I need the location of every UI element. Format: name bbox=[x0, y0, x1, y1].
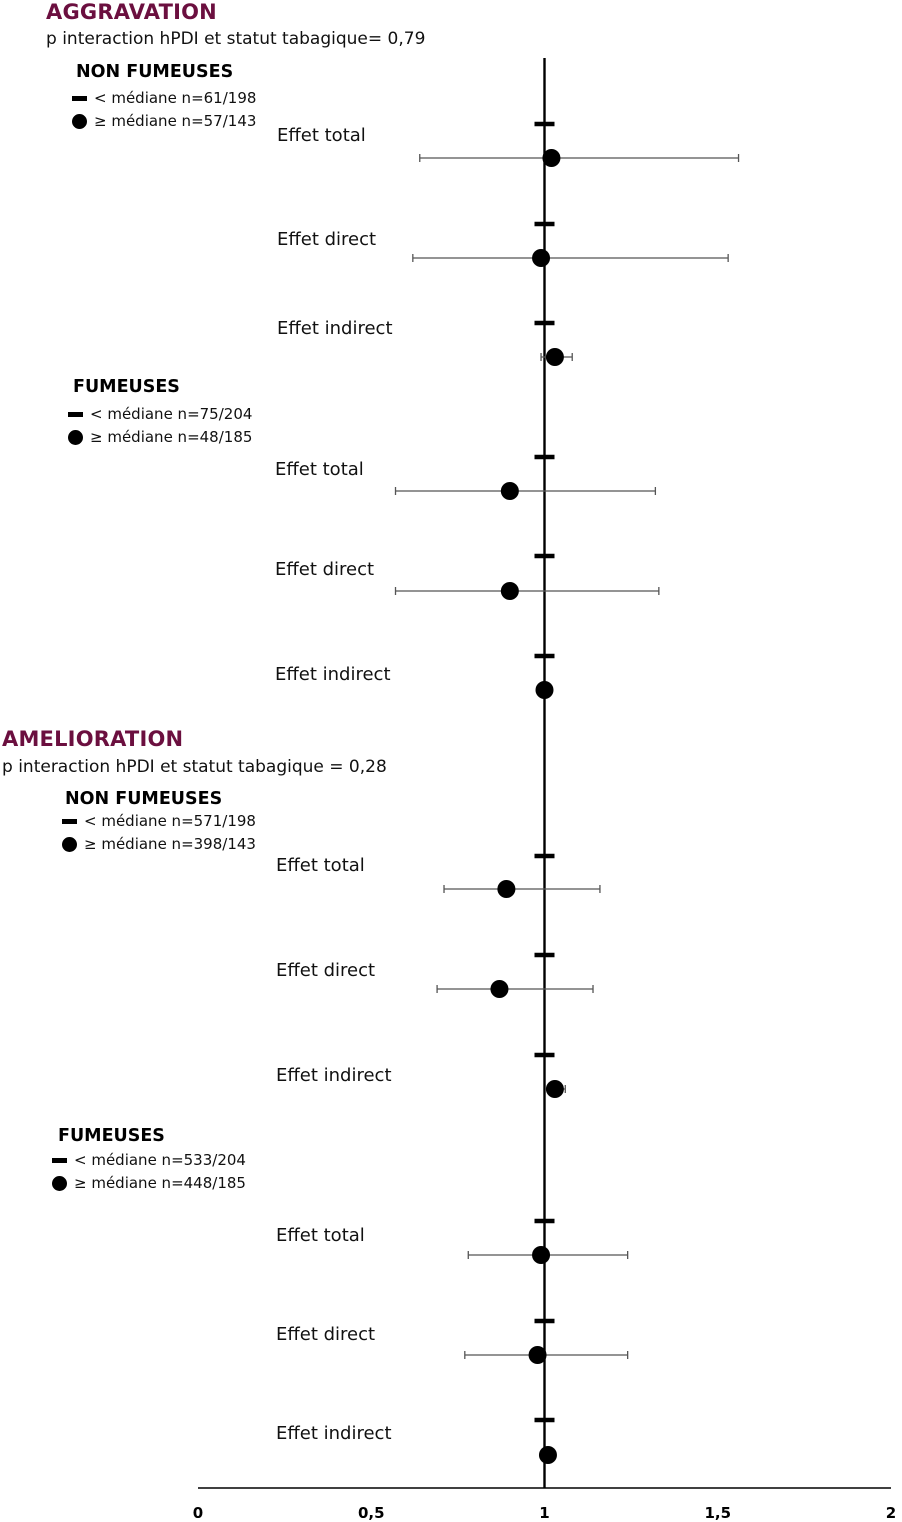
x-tick-label: 0,5 bbox=[358, 1504, 385, 1522]
estimate-point bbox=[538, 1446, 557, 1464]
effect-label: Effet direct bbox=[275, 559, 375, 580]
dash-marker-icon bbox=[72, 95, 87, 101]
effect-label: Effet total bbox=[276, 855, 365, 876]
x-tick-label: 2 bbox=[886, 1504, 896, 1522]
legend-text: ≥ médiane n=57/143 bbox=[94, 112, 257, 130]
estimate-point bbox=[497, 880, 516, 898]
dot-marker-icon bbox=[72, 113, 87, 129]
estimate-point bbox=[500, 482, 519, 500]
x-tick-label: 1 bbox=[539, 1504, 549, 1522]
effect-label: Effet indirect bbox=[276, 1423, 392, 1444]
legend-below-median: < médiane n=61/198 bbox=[72, 89, 256, 107]
section-subtitle: p interaction hPDI et statut tabagique =… bbox=[2, 757, 387, 777]
effect-label: Effet direct bbox=[276, 1324, 376, 1345]
group-title: FUMEUSES bbox=[58, 1126, 165, 1146]
legend-text: ≥ médiane n=398/143 bbox=[84, 835, 256, 853]
effect-label: Effet indirect bbox=[276, 1065, 392, 1086]
estimate-point bbox=[528, 1346, 547, 1364]
legend-below-median: < médiane n=75/204 bbox=[68, 405, 252, 423]
legend-text: ≥ médiane n=48/185 bbox=[90, 428, 253, 446]
legend-below-median: < médiane n=533/204 bbox=[52, 1151, 246, 1169]
estimate-point bbox=[500, 582, 519, 600]
effect-label: Effet direct bbox=[277, 229, 377, 250]
section-title: AGGRAVATION bbox=[46, 0, 217, 24]
legend-above-median: ≥ médiane n=57/143 bbox=[72, 112, 256, 130]
effect-label: Effet indirect bbox=[277, 318, 393, 339]
legend-above-median: ≥ médiane n=398/143 bbox=[62, 835, 256, 853]
estimate-point bbox=[532, 249, 551, 267]
dot-marker-icon bbox=[52, 1175, 67, 1191]
effect-label: Effet indirect bbox=[275, 664, 391, 685]
legend-text: < médiane n=61/198 bbox=[94, 89, 257, 107]
legend-above-median: ≥ médiane n=448/185 bbox=[52, 1174, 246, 1192]
dot-marker-icon bbox=[68, 429, 83, 445]
legend-above-median: ≥ médiane n=48/185 bbox=[68, 428, 252, 446]
estimate-point bbox=[535, 681, 554, 699]
legend-below-median: < médiane n=571/198 bbox=[62, 812, 256, 830]
legend-text: < médiane n=75/204 bbox=[90, 405, 253, 423]
effect-label: Effet direct bbox=[276, 960, 376, 981]
x-tick-label: 1,5 bbox=[704, 1504, 731, 1522]
x-tick-label: 0 bbox=[193, 1504, 203, 1522]
estimate-point bbox=[545, 1080, 564, 1098]
legend-text: < médiane n=571/198 bbox=[84, 812, 256, 830]
dash-marker-icon bbox=[68, 411, 83, 417]
effect-label: Effet total bbox=[276, 1225, 365, 1246]
dot-marker-icon bbox=[62, 836, 77, 852]
effect-label: Effet total bbox=[275, 459, 364, 480]
estimate-point bbox=[490, 980, 509, 998]
legend-text: ≥ médiane n=448/185 bbox=[74, 1174, 246, 1192]
legend-text: < médiane n=533/204 bbox=[74, 1151, 246, 1169]
estimate-point bbox=[532, 1246, 551, 1264]
group-title: NON FUMEUSES bbox=[65, 789, 223, 809]
estimate-point bbox=[542, 149, 561, 167]
section-subtitle: p interaction hPDI et statut tabagique= … bbox=[46, 29, 426, 49]
dash-marker-icon bbox=[52, 1157, 67, 1163]
dash-marker-icon bbox=[62, 818, 77, 824]
section-title: AMELIORATION bbox=[2, 727, 184, 751]
estimate-point bbox=[545, 348, 564, 366]
group-title: NON FUMEUSES bbox=[76, 62, 234, 82]
effect-label: Effet total bbox=[277, 125, 366, 146]
group-title: FUMEUSES bbox=[73, 377, 180, 397]
